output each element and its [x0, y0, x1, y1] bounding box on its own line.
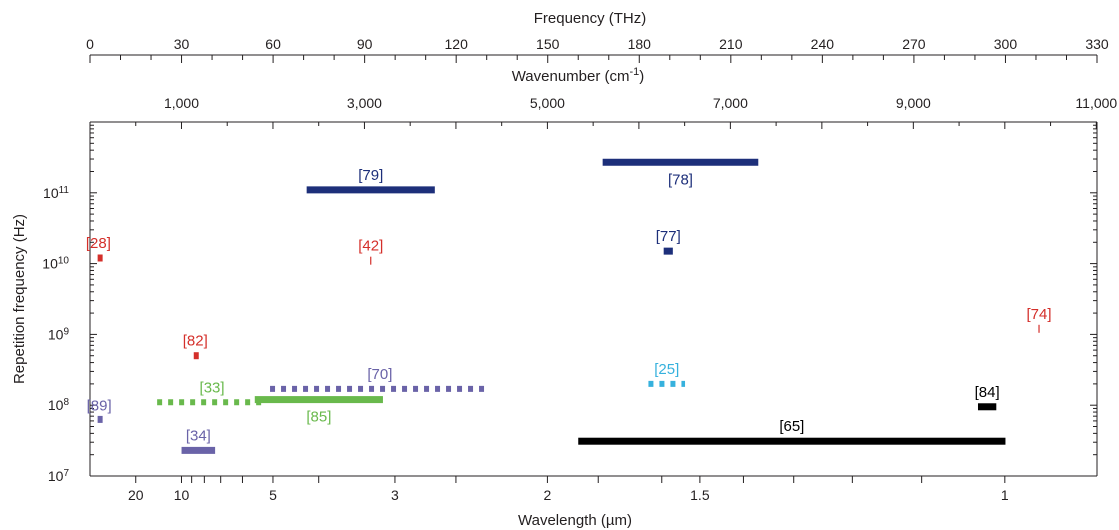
top-axis-tick-label: 60: [265, 36, 281, 52]
wavelength-tick-label: 2: [544, 487, 552, 503]
y-tick-base: 10: [43, 185, 59, 201]
wavenumber-tick-label: 7,000: [713, 95, 748, 111]
x-axis-title: Wavelength (µm): [518, 512, 632, 529]
y-axis-tick-label: 1011: [43, 184, 69, 201]
data-label: [25]: [654, 361, 679, 378]
data-mark: [602, 158, 759, 166]
data-label: [84]: [975, 384, 1000, 401]
top-axis-tick-label: 180: [628, 36, 652, 52]
data-label: [65]: [779, 418, 804, 435]
wavenumber-tick-label: 1,000: [164, 95, 199, 111]
wavenumber-tick-label: 5,000: [530, 95, 565, 111]
wavenumber-tick-labels: 1,000 3,000 5,000 7,000 9,000 11,000: [164, 95, 1117, 111]
wavenumber-title-main: Wavenumber (cm: [512, 68, 630, 85]
series-84: [84]: [975, 384, 1000, 411]
top-axis-ticks: [89, 55, 1098, 63]
top-axis-tick-label: 240: [811, 36, 835, 52]
series-74: [74]: [1027, 306, 1052, 333]
y-tick-base: 10: [48, 326, 64, 342]
data-mark: [97, 415, 103, 423]
wavelength-tick-label: 1.5: [690, 487, 710, 503]
data-mark: [648, 380, 685, 387]
data-mark: [578, 437, 1006, 445]
y-tick-exponent: 11: [59, 184, 70, 195]
series-33: [33]: [157, 379, 267, 406]
data-mark: [193, 352, 199, 360]
top-axis-tick-label: 210: [719, 36, 743, 52]
data-label: [89]: [87, 397, 112, 414]
series-42: [42]: [358, 238, 383, 265]
y-axis-tick-label: 108: [48, 397, 70, 414]
data-mark: [181, 446, 216, 454]
data-label: [70]: [367, 366, 392, 383]
top-axis-tick-label: 330: [1085, 36, 1109, 52]
wavenumber-tick-label: 3,000: [347, 95, 382, 111]
data-label: [42]: [358, 238, 383, 255]
data-label: [74]: [1027, 306, 1052, 323]
y-axis-tick-label: 1010: [42, 255, 69, 272]
top-axis-tick-label: 270: [902, 36, 926, 52]
y-tick-exponent: 9: [63, 326, 69, 337]
wavelength-tick-label: 5: [269, 487, 277, 503]
frame-ticks: [90, 122, 1097, 477]
y-tick-exponent: 8: [63, 397, 69, 408]
wavelength-tick-label: 3: [391, 487, 399, 503]
data-mark: [157, 399, 267, 406]
wavenumber-tick-label: 9,000: [896, 95, 931, 111]
wavelength-tick-label: 1: [1001, 487, 1009, 503]
data-mark: [977, 403, 997, 411]
wavenumber-title-end: ): [639, 68, 644, 85]
data-mark: [254, 396, 383, 404]
top-axis-tick-label: 300: [994, 36, 1018, 52]
top-axis-tick-label: 30: [174, 36, 190, 52]
top-axis-tick-label: 150: [536, 36, 560, 52]
data-marks: [28] [82] [42] [74] [79] [78] [77] [89] [34] [70]…: [86, 158, 1052, 454]
data-mark: [306, 186, 435, 194]
y-tick-exponent: 10: [58, 255, 70, 266]
series-89: [89]: [87, 397, 112, 423]
series-25: [25]: [648, 361, 686, 387]
y-axis-title: Repetition frequency (Hz): [11, 214, 28, 384]
series-28: [28]: [86, 235, 111, 262]
data-label: [79]: [358, 167, 383, 184]
series-82: [82]: [183, 333, 208, 360]
data-label: [77]: [656, 228, 681, 245]
data-mark: [663, 247, 673, 255]
top-axis-tick-labels: 0 30 60 90 120 150 180 210 240 270 300 330: [86, 36, 1109, 52]
data-label: [78]: [668, 171, 693, 188]
series-70: [70]: [270, 366, 490, 392]
data-label: [33]: [200, 379, 225, 396]
wavenumber-title-sup: -1: [630, 66, 640, 78]
wavelength-tick-label: 10: [174, 487, 190, 503]
data-mark: [97, 254, 103, 262]
series-77: [77]: [656, 228, 681, 255]
data-label: [34]: [186, 427, 211, 444]
wavenumber-tick-label: 11,000: [1075, 95, 1117, 111]
series-78: [78]: [602, 158, 759, 188]
series-79: [79]: [306, 167, 435, 194]
series-85: [85]: [254, 396, 383, 426]
top-axis-title: Frequency (THz): [534, 10, 647, 27]
series-34: [34]: [181, 427, 216, 454]
y-axis-tick-label: 107: [48, 468, 70, 485]
series-65: [65]: [578, 418, 1006, 445]
data-label: [82]: [183, 333, 208, 350]
data-mark: [270, 385, 490, 392]
bottom-axis-tick-labels: 20 10 5 3 2 1.5 1: [128, 487, 1009, 503]
data-label: [85]: [306, 409, 331, 426]
y-axis-tick-label: 109: [48, 326, 70, 343]
y-tick-exponent: 7: [63, 468, 69, 479]
wavenumber-axis-title: Wavenumber (cm-1): [512, 66, 645, 85]
data-label: [28]: [86, 235, 111, 252]
y-tick-base: 10: [48, 397, 64, 413]
top-axis-tick-label: 120: [445, 36, 469, 52]
bottom-axis-ticks: [135, 476, 1006, 483]
top-axis-tick-label: 0: [86, 36, 94, 52]
top-axis-tick-label: 90: [357, 36, 373, 52]
y-tick-base: 10: [42, 256, 58, 272]
wavelength-tick-label: 20: [128, 487, 144, 503]
y-tick-base: 10: [48, 468, 64, 484]
